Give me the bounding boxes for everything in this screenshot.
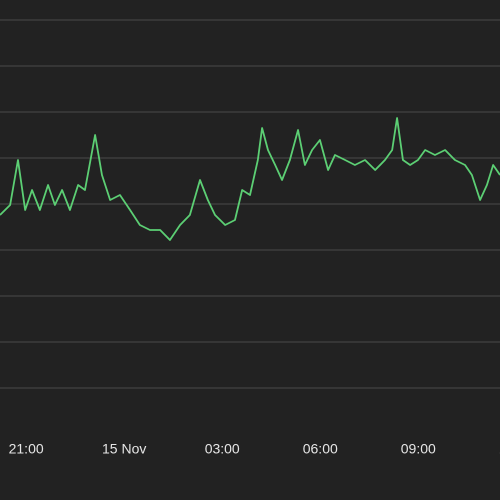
x-tick-label: 09:00 — [401, 441, 436, 457]
x-tick-label: 06:00 — [303, 441, 338, 457]
x-tick-label: 21:00 — [9, 441, 44, 457]
line — [0, 117, 500, 241]
x-tick-label: 12:00 — [499, 441, 500, 457]
x-tick-label: 15 Nov — [102, 441, 146, 457]
x-tick-label: 03:00 — [205, 441, 240, 457]
